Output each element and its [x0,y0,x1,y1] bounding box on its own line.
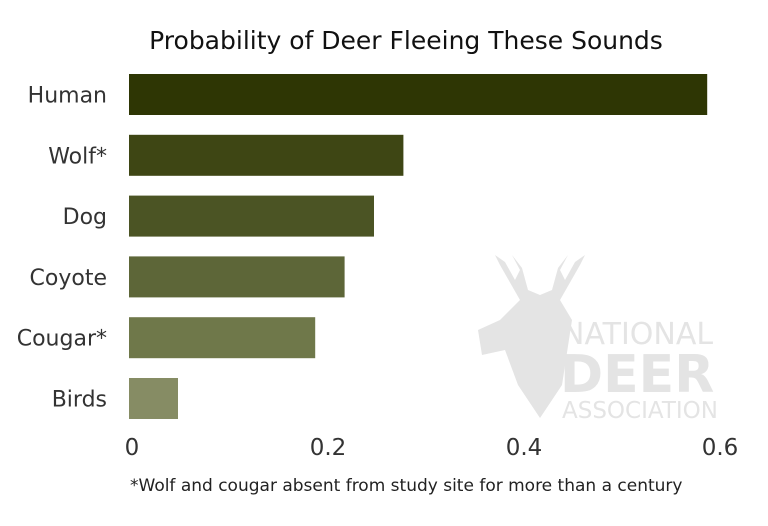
watermark-line2: DEER [560,345,714,405]
category-label: Wolf* [48,144,107,169]
category-label: Coyote [30,266,107,291]
category-label: Dog [63,205,107,230]
bar-dog [129,195,374,237]
deer-head-icon [478,255,585,418]
x-tick-label: 0 [125,435,140,461]
chart-title: Probability of Deer Fleeing These Sounds [149,26,663,55]
bar-coyote [129,256,345,298]
bar-human [129,74,708,115]
x-tick-label: 0.6 [702,435,739,461]
watermark-logo: NATIONAL DEER ASSOCIATION [478,255,718,424]
category-label: Cougar* [17,327,107,352]
x-tick-label: 0.4 [506,435,543,461]
watermark-line1: NATIONAL [562,317,713,352]
watermark-line3: ASSOCIATION [562,398,718,424]
footnote: *Wolf and cougar absent from study site … [130,476,683,496]
bar-wolf [129,134,404,176]
category-label: Birds [52,388,107,413]
x-tick-label: 0.2 [310,435,347,461]
category-label: Human [28,84,107,109]
bar-birds [129,378,178,419]
bar-cougar [129,317,316,359]
